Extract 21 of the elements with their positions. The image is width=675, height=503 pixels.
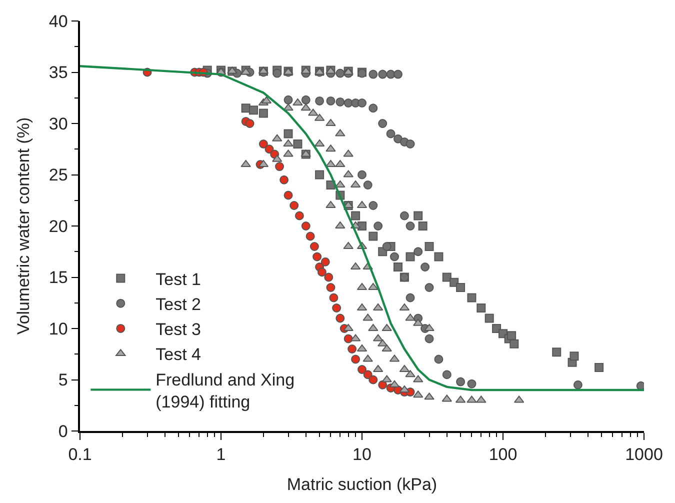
y-axis-title: Volumetric water content (%) (14, 117, 33, 335)
y-tick-label: 25 (48, 166, 68, 185)
y-tick-label: 30 (48, 114, 68, 134)
x-tick-label: 1 (216, 445, 226, 464)
x-tick-label: 0.1 (68, 445, 92, 464)
y-tick-label: 10 (48, 319, 68, 338)
legend-label: Test 1 (156, 270, 201, 289)
legend-label: Test 3 (156, 320, 201, 340)
y-tick-label: 35 (48, 63, 68, 82)
y-tick-label: 40 (48, 12, 68, 31)
legend-label: Test 2 (156, 294, 201, 314)
y-tick-label: 5 (58, 370, 68, 390)
legend-label: Fredlund and Xing (1994) fitting (156, 370, 295, 412)
x-tick-label: 10 (352, 445, 372, 464)
y-tick-label: 15 (48, 268, 68, 288)
x-tick-label: 1000 (625, 445, 663, 464)
y-tick-label: 0 (58, 422, 68, 441)
x-tick-label: 100 (488, 445, 518, 464)
y-tick-label: 20 (48, 216, 68, 236)
legend-label: Test 4 (156, 345, 201, 364)
x-axis-title: Matric suction (kPa) (286, 475, 438, 494)
